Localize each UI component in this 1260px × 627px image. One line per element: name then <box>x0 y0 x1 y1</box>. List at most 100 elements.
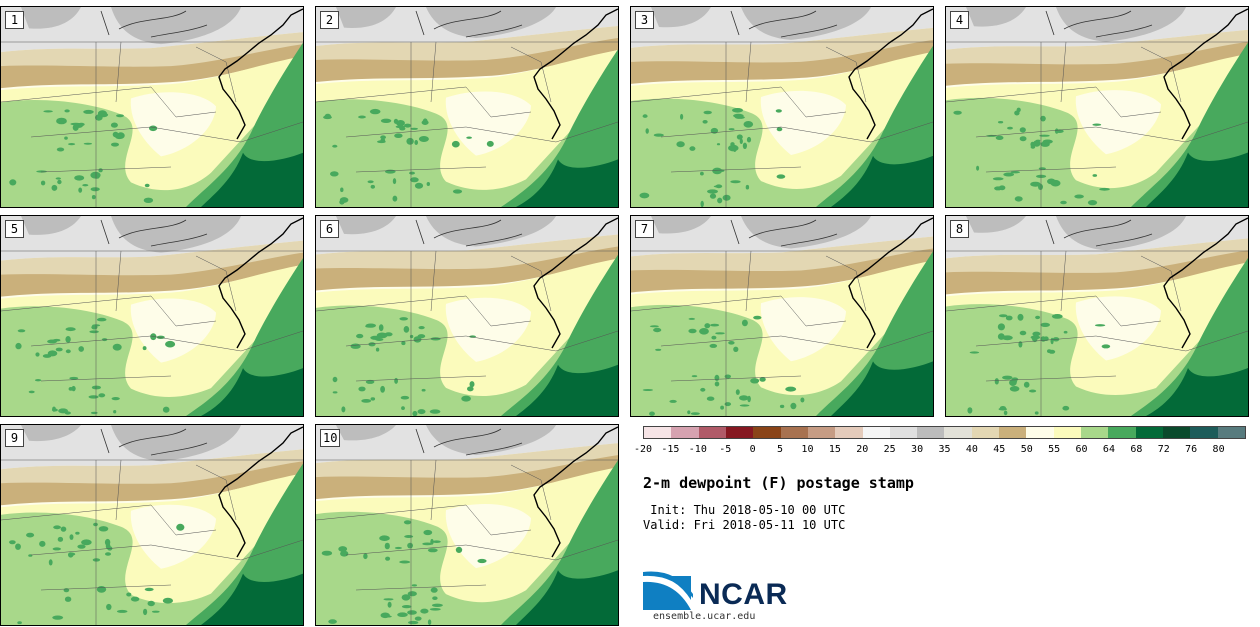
dewpoint-patch <box>1002 375 1013 380</box>
dewpoint-patch <box>688 317 696 320</box>
dewpoint-patch <box>90 171 101 179</box>
dewpoint-patch <box>332 376 338 383</box>
contour-grey-west <box>966 7 1026 27</box>
dewpoint-patch <box>706 396 715 401</box>
dewpoint-patch <box>642 114 648 118</box>
dewpoint-patch <box>713 185 721 188</box>
dewpoint-patch <box>1019 136 1027 142</box>
dewpoint-patch <box>105 552 111 556</box>
dewpoint-map <box>1 425 303 625</box>
contour-cream-center <box>445 91 531 156</box>
dewpoint-patch <box>95 114 103 121</box>
dewpoint-patch <box>1014 196 1023 202</box>
dewpoint-patch <box>75 531 80 535</box>
contour-grey <box>111 425 241 462</box>
contour-tan <box>316 246 618 291</box>
ensemble-member-map: 3 <box>630 6 934 208</box>
dewpoint-patch <box>702 120 708 124</box>
dewpoint-patch <box>1094 324 1106 327</box>
dewpoint-patch <box>418 326 425 330</box>
dewpoint-patch <box>330 171 339 177</box>
dewpoint-patch <box>92 558 101 562</box>
coastline <box>533 217 618 349</box>
coastline <box>533 8 618 140</box>
dewpoint-patch <box>15 543 21 550</box>
state-boundary <box>1140 46 1182 103</box>
dewpoint-patch <box>91 325 98 330</box>
state-boundary <box>316 295 467 312</box>
dewpoint-patch <box>399 560 411 564</box>
dewpoint-patch <box>680 113 684 120</box>
dewpoint-patch <box>724 402 731 407</box>
dewpoint-patch <box>790 402 797 410</box>
state-boundary <box>115 250 122 312</box>
dewpoint-patch <box>379 535 390 541</box>
dewpoint-patch <box>1063 330 1068 334</box>
dewpoint-patch <box>162 597 173 604</box>
dewpoint-patch <box>392 178 397 185</box>
dewpoint-patch <box>466 136 472 139</box>
dewpoint-patch <box>370 335 381 340</box>
dewpoint-patch <box>52 406 56 412</box>
dewpoint-patch <box>432 540 441 543</box>
dewpoint-patch <box>71 385 76 392</box>
dewpoint-patch <box>147 600 155 607</box>
dewpoint-patch <box>56 117 67 125</box>
dewpoint-patch <box>28 390 35 394</box>
contour-grey-west <box>966 216 1026 233</box>
colorbar-legend: -20 -15 -10 -5 0 5 10 15 20 25 30 35 40 45 50 55 60 64 68 7… <box>634 426 1246 455</box>
state-boundary <box>465 86 532 118</box>
dewpoint-patch <box>785 386 797 392</box>
dewpoint-patch <box>1012 380 1018 383</box>
coastline <box>218 217 303 349</box>
dewpoint-patch <box>1040 336 1047 342</box>
state-boundary <box>115 459 122 521</box>
dewpoint-patch <box>1074 194 1084 199</box>
dewpoint-patch <box>81 539 92 546</box>
dewpoint-patch <box>1035 315 1041 320</box>
dewpoint-patch <box>1051 314 1063 319</box>
state-boundary <box>825 46 867 103</box>
dewpoint-patch <box>455 546 463 553</box>
colorbar-cell <box>1108 427 1136 438</box>
dewpoint-patch <box>361 399 372 403</box>
dewpoint-patch <box>1030 181 1041 187</box>
member-number-label: 8 <box>950 220 969 238</box>
member-number-label: 5 <box>5 220 24 238</box>
dewpoint-patch <box>1038 167 1046 170</box>
contour-tan <box>1 44 303 89</box>
dewpoint-patch <box>340 187 344 193</box>
dewpoint-patch <box>96 317 107 322</box>
dewpoint-patch <box>367 180 374 184</box>
dewpoint-patch <box>350 343 361 349</box>
dewpoint-patch <box>143 197 154 203</box>
state-boundary <box>195 255 237 312</box>
dewpoint-patch <box>429 409 441 414</box>
member-number-label: 3 <box>635 11 654 29</box>
contour-grey <box>741 7 871 40</box>
state-boundary <box>985 166 1117 173</box>
dewpoint-patch <box>65 336 71 343</box>
dewpoint-patch <box>707 189 718 194</box>
state-boundary <box>40 166 172 173</box>
dewpoint-patch <box>68 552 76 556</box>
dewpoint-patch <box>734 115 745 119</box>
state-boundary <box>780 295 847 327</box>
colorbar-cell <box>1162 427 1191 438</box>
colorbar-tick: 20 <box>856 444 869 455</box>
colorbar-tick: 35 <box>938 444 951 455</box>
dewpoint-patch <box>427 619 432 625</box>
dewpoint-patch <box>126 592 132 597</box>
colorbar-tick: -10 <box>688 444 707 455</box>
dewpoint-patch <box>69 534 74 540</box>
dewpoint-patch <box>165 340 176 348</box>
ensemble-member-map: 5 <box>0 215 304 417</box>
dewpoint-patch <box>409 334 414 339</box>
contour-grey-west <box>336 7 396 28</box>
dewpoint-patch <box>409 171 415 175</box>
colorbar-cell <box>1053 427 1081 438</box>
dewpoint-patch <box>451 140 460 148</box>
dewpoint-patch <box>653 133 664 137</box>
state-boundary <box>1 86 152 103</box>
contour-tan <box>316 38 618 83</box>
